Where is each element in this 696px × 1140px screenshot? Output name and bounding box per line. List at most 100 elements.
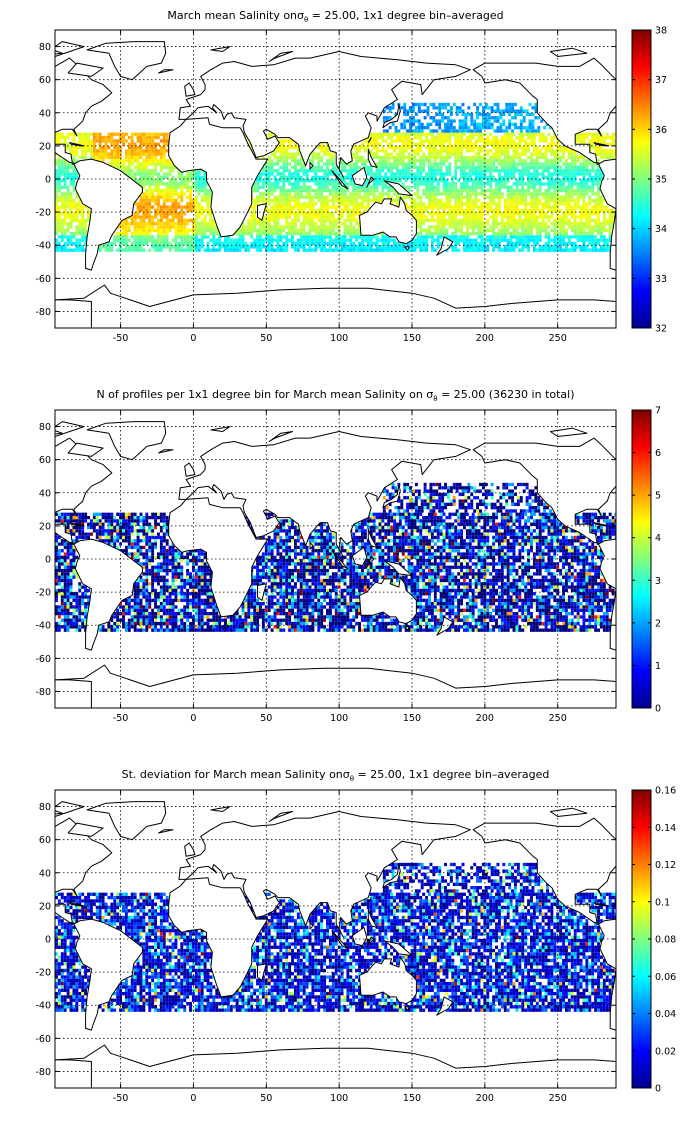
bin-cell [81,135,85,140]
bin-cell [538,231,542,236]
bin-cell [492,235,496,239]
bin-cell [119,162,123,166]
bin-cell [413,205,417,209]
panel-2: N of profiles per 1x1 degree bin for Mar… [35,388,661,724]
bin-cell [302,245,306,249]
bin-cell [57,215,61,219]
bin-cell [136,162,140,166]
bin-cell [422,175,426,179]
bin-cell [66,512,70,516]
bin-cell [464,116,468,120]
bin-cell [477,162,481,166]
bin-cell [597,208,600,213]
bin-cell [320,188,324,193]
bin-cell [490,109,494,113]
bin-cell [582,512,586,516]
bin-cell [451,231,455,236]
bin-cell [448,188,452,193]
bin-cell [410,195,414,199]
bin-cell [518,132,522,136]
bin-cell [69,172,73,176]
bin-cell [433,248,437,252]
bin-cell [291,241,294,246]
bin-cell [460,132,463,136]
bin-cell [534,129,538,133]
bin-cell [87,145,90,150]
bin-cell [340,188,344,193]
bin-cell [366,159,370,163]
bin-cell [461,112,465,117]
bin-cell [154,188,157,193]
bin-cell [331,159,335,163]
bin-cell [369,132,373,136]
bin-cell [519,119,523,123]
bin-cell [361,145,364,150]
bin-cell [449,106,453,110]
bin-cell [133,172,137,176]
bin-cell [157,192,160,196]
bin-cell [509,188,513,193]
bin-cell [352,195,356,199]
bin-cell [570,162,574,166]
bin-cell [530,179,533,183]
bin-cell [203,179,207,183]
bin-cell [317,238,321,242]
bin-cell [448,225,452,229]
bin-cell [165,132,169,136]
bin-cell [387,235,391,239]
bin-cell [602,245,606,249]
bin-cell [521,179,525,183]
bin-cell [468,198,472,203]
bin-cell [428,155,431,160]
bin-cell [375,162,379,166]
bin-cell [416,192,420,196]
bin-cell [151,132,155,136]
bin-cell [60,202,64,206]
bin-cell [256,238,259,242]
bin-cell [197,175,201,179]
bin-cell [588,188,592,193]
bin-cell [308,218,312,223]
bin-cell [509,212,513,216]
bin-cell [393,245,396,249]
bin-cell [416,231,420,236]
bin-cell [495,225,498,229]
bin-cell [136,169,140,173]
bin-cell [454,245,458,249]
bin-cell [486,238,490,242]
bin-cell [191,222,195,226]
bin-cell [372,512,376,516]
bin-cell [495,231,498,236]
x-tick-label: 50 [260,333,272,344]
bin-cell [328,241,332,246]
bin-cell [597,241,600,246]
bin-cell [395,175,399,179]
bin-cell [588,162,592,166]
bin-cell [582,212,586,216]
bin-cell [573,222,577,226]
bin-cell [337,215,341,219]
bin-cell [136,222,140,226]
bin-cell [445,205,449,209]
bin-cell [492,241,496,246]
bin-cell [375,515,379,520]
bin-cell [585,248,589,252]
bin-cell [428,132,431,136]
bin-cell [256,245,259,249]
bin-cell [142,215,146,219]
bin-cell [66,238,70,242]
bin-cell [346,231,350,236]
bin-cell [349,202,353,206]
y-tick-label: -40 [35,241,51,252]
bin-cell [186,188,190,193]
bin-cell [375,169,379,173]
bin-cell [419,218,423,223]
bin-cell [183,185,187,189]
bin-cell [159,155,163,160]
bin-cell [463,155,466,160]
bin-cell [497,205,501,209]
bin-cell [535,169,539,173]
bin-cell [180,198,184,203]
bin-cell [579,218,583,223]
bin-cell [55,222,58,226]
